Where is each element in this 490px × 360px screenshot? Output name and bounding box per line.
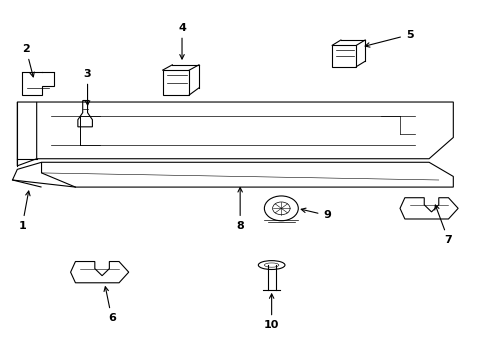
Text: 3: 3	[84, 69, 91, 105]
Text: 6: 6	[104, 287, 116, 323]
Text: 7: 7	[435, 205, 452, 245]
Text: 2: 2	[22, 44, 34, 77]
Text: 1: 1	[18, 191, 30, 231]
Text: 10: 10	[264, 294, 279, 330]
Text: 8: 8	[236, 188, 244, 231]
Text: 5: 5	[365, 30, 414, 47]
Text: 9: 9	[301, 208, 331, 220]
Text: 4: 4	[178, 23, 186, 59]
